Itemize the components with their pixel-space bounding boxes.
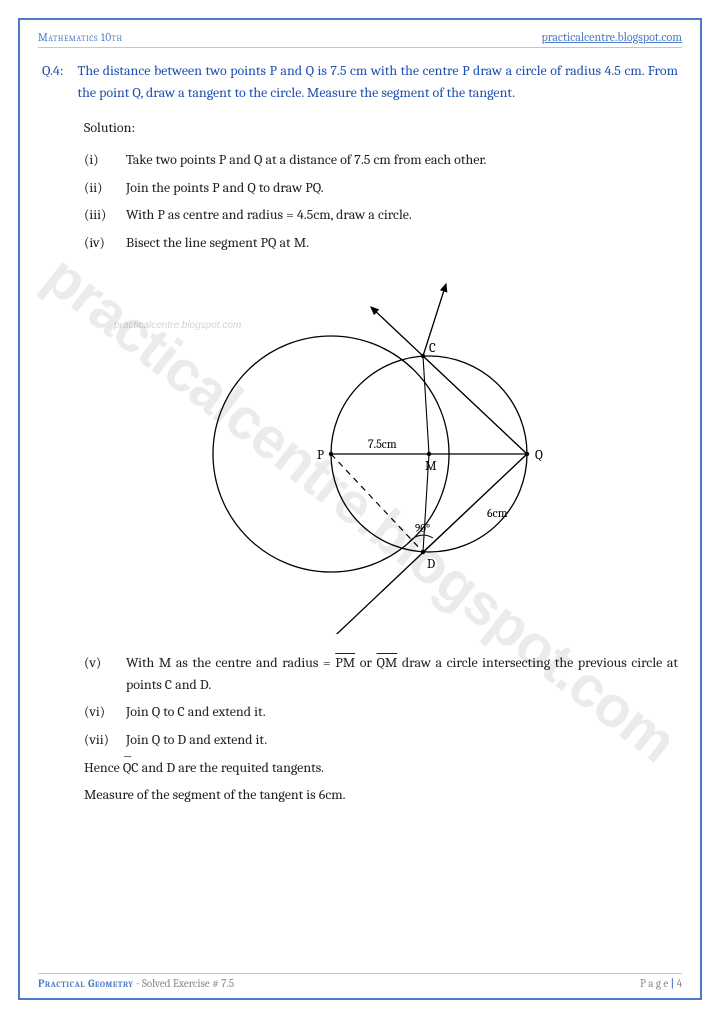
footer-topic: Practical Geometry — [38, 977, 133, 990]
footer-right: P a g e | 4 — [640, 977, 682, 990]
small-watermark: practicalcentre.blogspot.com — [114, 318, 241, 334]
header-url[interactable]: practicalcentre.blogspot.com — [541, 30, 682, 44]
svg-text:C: C — [429, 341, 436, 356]
step-text: Join the points P and Q to draw PQ. — [126, 177, 678, 199]
measure-line: Measure of the segment of the tangent is… — [84, 784, 678, 806]
step-num: (i) — [84, 149, 114, 171]
step-row: (ii) Join the points P and Q to draw PQ. — [84, 177, 678, 199]
page-label: P a g e — [640, 977, 671, 990]
step-text: With P as centre and radius = 4.5cm, dra… — [126, 204, 678, 226]
svg-text:90°: 90° — [415, 522, 430, 535]
step-row: (vii) Join Q to D and extend it. — [84, 729, 678, 751]
svg-text:D: D — [427, 557, 435, 572]
geometry-diagram: P Q M C D 7.5cm 6cm 90° — [201, 274, 561, 634]
segment-qm: QM — [377, 654, 398, 671]
content-area: Q.4: The distance between two points P a… — [38, 48, 682, 806]
step-text: Join Q to D and extend it. — [126, 729, 678, 751]
svg-text:M: M — [425, 459, 437, 474]
step-num: (v) — [84, 652, 114, 695]
footer-left: Practical Geometry - Solved Exercise # 7… — [38, 977, 234, 990]
step-num: (iii) — [84, 204, 114, 226]
step-num: (ii) — [84, 177, 114, 199]
page-footer: Practical Geometry - Solved Exercise # 7… — [38, 973, 682, 990]
svg-text:7.5cm: 7.5cm — [368, 437, 397, 451]
question-text: The distance between two points P and Q … — [78, 60, 678, 103]
footer-exercise: - Solved Exercise # 7.5 — [133, 977, 234, 990]
svg-text:P: P — [317, 448, 324, 463]
svg-text:Q: Q — [535, 448, 543, 463]
step-text: Take two points P and Q at a distance of… — [126, 149, 678, 171]
step-text: Join Q to C and extend it. — [126, 701, 678, 723]
step-row: (v) With M as the centre and radius = PM… — [84, 652, 678, 695]
solution-block: Solution: (i) Take two points P and Q at… — [42, 117, 678, 806]
page-number: 4 — [674, 977, 682, 990]
step-text: With M as the centre and radius = PM or … — [126, 652, 678, 695]
step-row: (iii) With P as centre and radius = 4.5c… — [84, 204, 678, 226]
question-label: Q.4: — [42, 60, 64, 103]
question-row: Q.4: The distance between two points P a… — [42, 60, 678, 103]
step-row: (vi) Join Q to C and extend it. — [84, 701, 678, 723]
step-num: (iv) — [84, 232, 114, 254]
svg-text:6cm: 6cm — [487, 506, 508, 520]
step-row: (i) Take two points P and Q at a distanc… — [84, 149, 678, 171]
step-text: Bisect the line segment PQ at M. — [126, 232, 678, 254]
hence-line: Hence QC and D are the requited tangents… — [84, 757, 678, 779]
diagram-container: practicalcentre.blogspot.com P Q M C D 7.5cm 6… — [84, 260, 678, 652]
page-border: Mathematics 10th practicalcentre.blogspo… — [18, 18, 702, 1000]
step-row: (iv) Bisect the line segment PQ at M. — [84, 232, 678, 254]
vector-qc: QC — [123, 759, 139, 776]
solution-label: Solution: — [84, 117, 678, 139]
header-subject: Mathematics 10th — [38, 31, 123, 44]
step-num: (vi) — [84, 701, 114, 723]
page-header: Mathematics 10th practicalcentre.blogspo… — [38, 24, 682, 48]
page-inner: Mathematics 10th practicalcentre.blogspo… — [24, 24, 696, 994]
step-num: (vii) — [84, 729, 114, 751]
segment-pm: PM — [335, 654, 355, 671]
